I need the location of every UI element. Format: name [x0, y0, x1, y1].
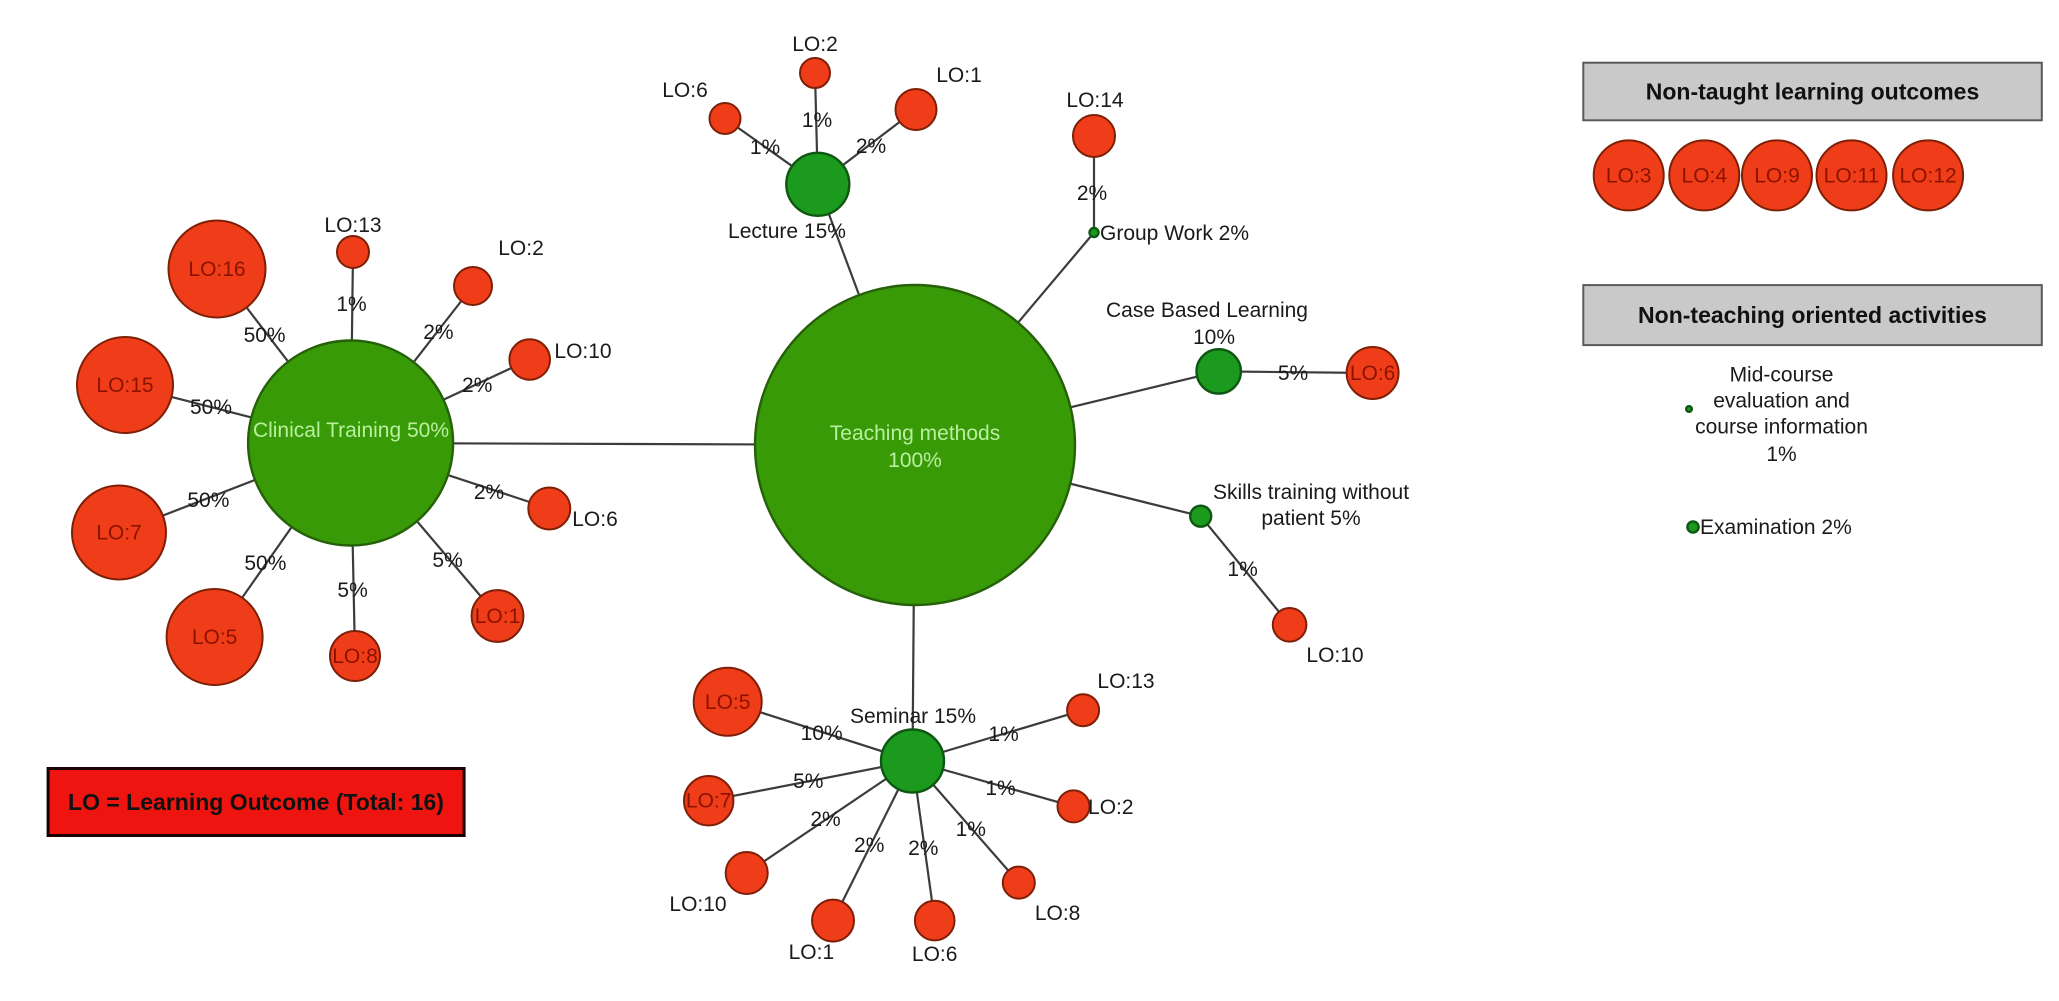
svg-text:course information: course information: [1695, 416, 1868, 439]
svg-text:LO:11: LO:11: [1824, 164, 1880, 187]
svg-text:LO:6: LO:6: [1350, 362, 1396, 385]
svg-text:patient 5%: patient 5%: [1261, 507, 1360, 530]
svg-text:1%: 1%: [956, 818, 986, 841]
svg-text:LO:1: LO:1: [789, 941, 835, 964]
svg-text:LO:13: LO:13: [324, 214, 381, 237]
svg-text:LO:1: LO:1: [475, 605, 521, 628]
svg-text:LO:5: LO:5: [705, 691, 751, 714]
svg-text:2%: 2%: [1077, 182, 1107, 205]
svg-text:LO = Learning Outcome (Total:: LO = Learning Outcome (Total: 16): [68, 789, 444, 815]
svg-text:LO:10: LO:10: [669, 893, 726, 916]
svg-text:Teaching methods: Teaching methods: [830, 422, 1000, 445]
svg-text:LO:8: LO:8: [332, 645, 378, 668]
svg-text:Mid-course: Mid-course: [1730, 364, 1834, 387]
svg-text:LO:2: LO:2: [498, 237, 544, 260]
svg-text:LO:13: LO:13: [1097, 670, 1154, 693]
svg-text:LO:15: LO:15: [96, 374, 153, 397]
svg-text:LO:7: LO:7: [96, 522, 142, 545]
svg-text:Case Based Learning: Case Based Learning: [1106, 299, 1308, 322]
svg-text:5%: 5%: [337, 579, 367, 602]
svg-text:LO:6: LO:6: [662, 79, 708, 102]
svg-text:100%: 100%: [888, 449, 942, 472]
svg-text:Non-teaching oriented activiti: Non-teaching oriented activities: [1638, 302, 1987, 328]
svg-text:50%: 50%: [244, 324, 286, 347]
svg-text:5%: 5%: [432, 549, 462, 572]
svg-text:LO:6: LO:6: [572, 508, 618, 531]
svg-text:LO:5: LO:5: [192, 626, 238, 649]
svg-text:1%: 1%: [985, 777, 1015, 800]
svg-text:2%: 2%: [854, 834, 884, 857]
svg-text:1%: 1%: [1227, 558, 1257, 581]
svg-text:1%: 1%: [750, 136, 780, 159]
svg-text:Examination 2%: Examination 2%: [1700, 516, 1852, 539]
svg-text:2%: 2%: [908, 837, 938, 860]
svg-text:evaluation and: evaluation and: [1713, 390, 1850, 413]
svg-text:50%: 50%: [190, 396, 232, 419]
svg-text:2%: 2%: [423, 321, 453, 344]
svg-text:1%: 1%: [802, 109, 832, 132]
svg-text:5%: 5%: [793, 770, 823, 793]
svg-text:1%: 1%: [988, 723, 1018, 746]
svg-text:1%: 1%: [336, 293, 366, 316]
svg-text:5%: 5%: [1278, 362, 1308, 385]
svg-text:2%: 2%: [856, 135, 886, 158]
svg-text:50%: 50%: [244, 552, 286, 575]
svg-text:10%: 10%: [1193, 326, 1235, 349]
svg-text:LO:1: LO:1: [936, 64, 982, 87]
svg-text:LO:9: LO:9: [1754, 164, 1800, 187]
svg-text:LO:4: LO:4: [1682, 164, 1728, 187]
svg-text:10%: 10%: [801, 722, 843, 745]
svg-text:LO:8: LO:8: [1035, 902, 1081, 925]
svg-text:1%: 1%: [1766, 443, 1796, 466]
svg-text:2%: 2%: [474, 481, 504, 504]
svg-text:LO:6: LO:6: [912, 943, 958, 966]
svg-text:LO:7: LO:7: [686, 790, 732, 813]
svg-text:LO:2: LO:2: [792, 33, 838, 56]
svg-text:LO:2: LO:2: [1088, 796, 1134, 819]
svg-text:Clinical Training 50%: Clinical Training 50%: [253, 419, 449, 442]
svg-text:LO:12: LO:12: [1899, 164, 1956, 187]
svg-text:2%: 2%: [462, 374, 492, 397]
svg-text:Non-taught learning outcomes: Non-taught learning outcomes: [1646, 79, 1980, 105]
svg-text:Group Work 2%: Group Work 2%: [1100, 222, 1249, 245]
svg-text:LO:14: LO:14: [1066, 89, 1124, 112]
svg-text:LO:10: LO:10: [554, 340, 611, 363]
svg-text:Lecture 15%: Lecture 15%: [728, 220, 846, 243]
svg-text:LO:3: LO:3: [1606, 164, 1652, 187]
svg-text:Skills training without: Skills training without: [1213, 481, 1409, 504]
svg-text:50%: 50%: [187, 489, 229, 512]
svg-text:2%: 2%: [810, 808, 840, 831]
svg-text:LO:10: LO:10: [1306, 644, 1363, 667]
svg-text:Seminar 15%: Seminar 15%: [850, 705, 976, 728]
svg-text:LO:16: LO:16: [188, 258, 245, 281]
